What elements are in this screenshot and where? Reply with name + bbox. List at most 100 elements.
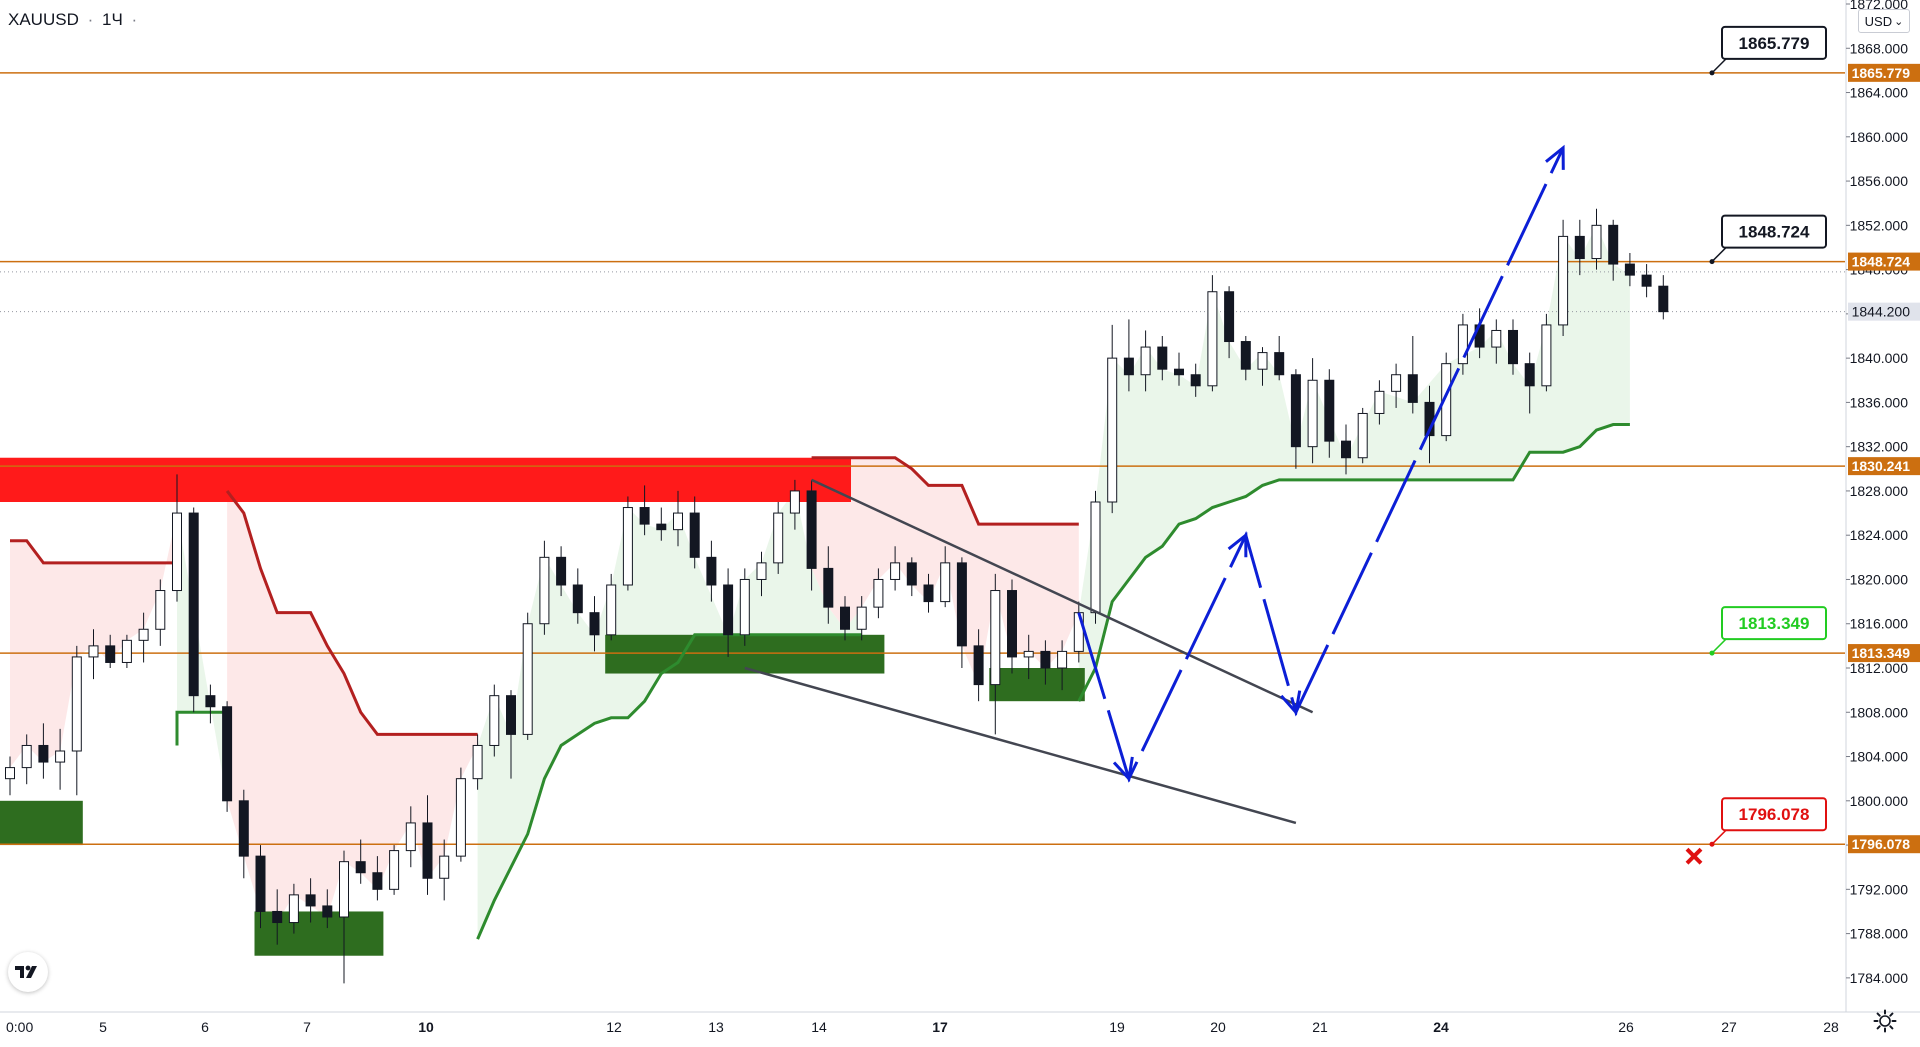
candle[interactable] bbox=[1457, 324, 1468, 365]
candle[interactable] bbox=[589, 612, 600, 636]
candle[interactable] bbox=[472, 744, 483, 780]
candle[interactable] bbox=[639, 507, 650, 525]
candle[interactable] bbox=[88, 645, 99, 658]
candle[interactable] bbox=[1023, 650, 1034, 658]
candle[interactable] bbox=[105, 645, 116, 663]
candle[interactable] bbox=[1207, 291, 1218, 387]
candle[interactable] bbox=[455, 778, 466, 857]
candle[interactable] bbox=[756, 562, 767, 580]
candle[interactable] bbox=[1040, 650, 1051, 669]
candle[interactable] bbox=[1491, 329, 1502, 348]
candle[interactable] bbox=[1290, 374, 1301, 448]
candle[interactable] bbox=[890, 562, 901, 580]
candle[interactable] bbox=[372, 872, 383, 890]
candle[interactable] bbox=[539, 556, 550, 625]
candle[interactable] bbox=[522, 623, 533, 735]
candle[interactable] bbox=[1157, 346, 1168, 370]
candle[interactable] bbox=[55, 750, 66, 763]
candle[interactable] bbox=[339, 861, 349, 918]
price-badge-2[interactable] bbox=[1848, 457, 1920, 476]
candle[interactable] bbox=[1140, 346, 1151, 376]
candle[interactable] bbox=[272, 910, 283, 924]
candle[interactable] bbox=[572, 584, 583, 614]
candle[interactable] bbox=[71, 656, 82, 752]
candle[interactable] bbox=[422, 822, 433, 879]
candle[interactable] bbox=[723, 584, 734, 636]
candle[interactable] bbox=[773, 512, 784, 564]
candle[interactable] bbox=[1090, 501, 1101, 614]
candle[interactable] bbox=[1057, 650, 1068, 669]
candle[interactable] bbox=[21, 744, 32, 769]
candle[interactable] bbox=[873, 578, 884, 608]
candle[interactable] bbox=[840, 606, 850, 630]
candle[interactable] bbox=[856, 606, 867, 630]
candle[interactable] bbox=[1574, 235, 1585, 260]
candle[interactable] bbox=[739, 578, 750, 636]
candle[interactable] bbox=[489, 695, 500, 746]
candle[interactable] bbox=[205, 695, 216, 708]
candle[interactable] bbox=[806, 490, 817, 569]
candle[interactable] bbox=[1324, 379, 1335, 442]
currency-selector[interactable]: USD ⌄ bbox=[1858, 9, 1910, 33]
candle[interactable] bbox=[689, 512, 700, 558]
candle[interactable] bbox=[956, 562, 967, 647]
price-badge-3[interactable] bbox=[1848, 644, 1920, 663]
candle[interactable] bbox=[1558, 235, 1569, 326]
candle[interactable] bbox=[188, 512, 199, 697]
callout-box-1[interactable] bbox=[1721, 214, 1827, 249]
price-badge-1[interactable] bbox=[1848, 252, 1920, 271]
candle[interactable] bbox=[1624, 263, 1635, 276]
candle[interactable] bbox=[990, 590, 1001, 686]
candle[interactable] bbox=[322, 905, 333, 918]
candle[interactable] bbox=[355, 861, 366, 874]
gear-icon[interactable] bbox=[1872, 1008, 1898, 1034]
candle[interactable] bbox=[973, 645, 984, 686]
candle[interactable] bbox=[656, 523, 667, 531]
candle[interactable] bbox=[1307, 379, 1318, 448]
candle[interactable] bbox=[172, 512, 182, 592]
candle[interactable] bbox=[1224, 291, 1235, 343]
candle[interactable] bbox=[5, 767, 15, 780]
candle[interactable] bbox=[1357, 412, 1368, 459]
candle[interactable] bbox=[1274, 352, 1285, 376]
candle[interactable] bbox=[1174, 368, 1184, 376]
candle[interactable] bbox=[506, 695, 516, 735]
candle[interactable] bbox=[155, 590, 166, 630]
candle[interactable] bbox=[238, 800, 249, 857]
candle[interactable] bbox=[288, 894, 299, 924]
current-price-badge[interactable] bbox=[1848, 302, 1920, 321]
candle[interactable] bbox=[823, 567, 834, 608]
candle[interactable] bbox=[923, 584, 934, 603]
candle[interactable] bbox=[906, 562, 917, 586]
candle[interactable] bbox=[1524, 363, 1535, 387]
callout-box-3[interactable] bbox=[1721, 606, 1827, 641]
candle[interactable] bbox=[1391, 374, 1402, 392]
candle[interactable] bbox=[789, 490, 800, 514]
candle[interactable] bbox=[1107, 357, 1118, 503]
interval-label[interactable]: 1Ч bbox=[102, 10, 123, 29]
price-badge-4[interactable] bbox=[1848, 835, 1920, 854]
candle[interactable] bbox=[706, 556, 717, 586]
candle[interactable] bbox=[606, 584, 617, 636]
candle[interactable] bbox=[1591, 224, 1602, 260]
candle[interactable] bbox=[556, 556, 567, 586]
candle[interactable] bbox=[1123, 357, 1134, 376]
candle[interactable] bbox=[1658, 285, 1669, 313]
candle[interactable] bbox=[1441, 363, 1452, 437]
candle[interactable] bbox=[1508, 329, 1518, 365]
wedge-line-0[interactable] bbox=[811, 478, 1314, 714]
candle[interactable] bbox=[940, 562, 951, 603]
symbol-name[interactable]: XAUUSD bbox=[8, 10, 79, 29]
symbol-header[interactable]: XAUUSD · 1Ч · bbox=[8, 10, 141, 30]
candle[interactable] bbox=[405, 822, 416, 852]
candle[interactable] bbox=[121, 639, 132, 663]
candle[interactable] bbox=[389, 850, 400, 890]
candle[interactable] bbox=[1007, 590, 1017, 658]
candle[interactable] bbox=[1541, 324, 1552, 387]
candle[interactable] bbox=[1608, 224, 1619, 265]
candle[interactable] bbox=[439, 855, 450, 879]
callout-box-4[interactable] bbox=[1721, 797, 1827, 832]
candle[interactable] bbox=[1240, 341, 1251, 370]
price-axis[interactable] bbox=[1846, 0, 1920, 1042]
